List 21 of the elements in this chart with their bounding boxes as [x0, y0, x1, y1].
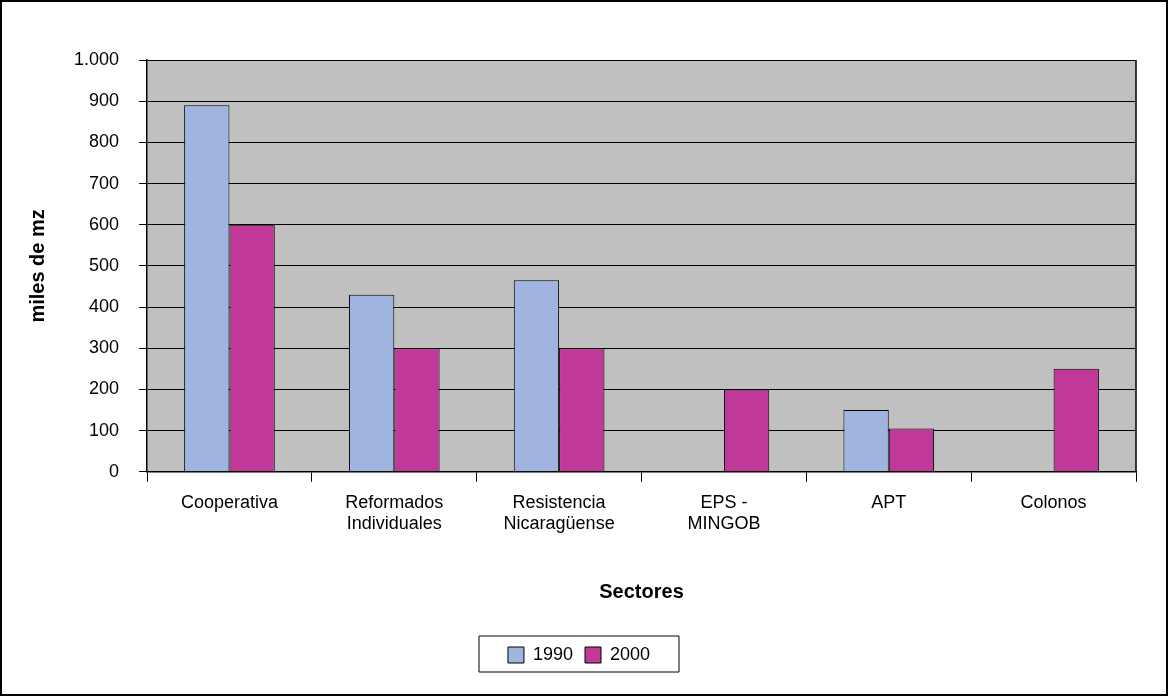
x-tick-label: EPS - MINGOB — [687, 491, 761, 534]
x-tick-label: Colonos — [1020, 491, 1087, 512]
x-tick-label: Resistencia Nicaragüense — [503, 491, 615, 534]
y-tick-label: 600 — [89, 213, 120, 234]
y-tick-label: 300 — [89, 337, 120, 358]
x-tick-label: APT — [871, 491, 907, 512]
y-tick-label: 900 — [89, 90, 120, 111]
legend-label: 1990 — [532, 643, 573, 664]
y-tick-label: 700 — [89, 172, 120, 193]
x-tick-label: Cooperativa — [180, 491, 279, 512]
y-tick-label: 100 — [89, 419, 120, 440]
y-tick-label: 200 — [89, 378, 120, 399]
y-tick-label: 800 — [89, 131, 120, 152]
y-tick-label: 500 — [89, 254, 120, 275]
y-tick-label: 1.000 — [74, 48, 120, 69]
legend-label: 2000 — [610, 643, 651, 664]
y-tick-label: 400 — [89, 296, 120, 317]
y-tick-label: 0 — [109, 460, 120, 481]
x-tick-label: Reformados Individuales — [345, 491, 444, 534]
y-axis-title: miles de mz — [25, 209, 48, 323]
x-axis-title: Sectores — [599, 579, 684, 602]
